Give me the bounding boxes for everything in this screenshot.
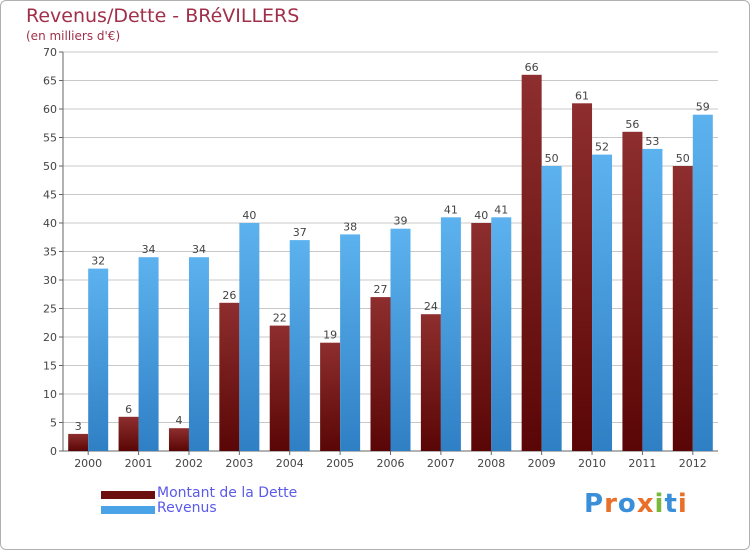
data-label-revenus: 59 [696,101,710,114]
y-tick-label: 40 [43,217,57,230]
x-tick-label: 2011 [628,457,656,470]
bar-revenus [541,166,562,451]
data-label-revenus: 34 [192,243,206,256]
y-tick-label: 5 [50,417,57,430]
data-label-revenus: 41 [444,203,458,216]
data-label-dette: 22 [273,312,287,325]
x-tick-label: 2009 [528,457,556,470]
bar-dette [219,302,240,451]
logo-letter: P [584,489,605,519]
x-tick-label: 2003 [225,457,253,470]
bar-dette [370,297,391,451]
data-label-dette: 4 [175,414,182,427]
bar-dette [420,314,441,451]
y-tick-label: 50 [43,160,57,173]
bar-revenus [491,217,512,451]
data-label-dette: 3 [75,420,82,433]
bar-revenus [340,234,361,451]
legend-label-dette: Montant de la Dette [157,485,298,501]
x-tick-label: 2002 [175,457,203,470]
chart-subtitle: (en milliers d'€) [26,29,121,43]
x-tick-label: 2008 [477,457,505,470]
bar-dette [320,342,341,451]
legend-swatch-dette [101,491,155,499]
logo-letter: i [677,489,688,519]
data-label-revenus: 38 [343,220,357,233]
data-label-dette: 26 [222,289,236,302]
data-label-dette: 61 [575,89,589,102]
bar-revenus [289,240,310,451]
data-label-revenus: 41 [494,203,508,216]
data-label-dette: 6 [125,403,132,416]
chart-title: Revenus/Dette - BRéVILLERS [26,5,300,27]
y-tick-label: 70 [43,46,57,59]
bars [68,74,713,452]
x-tick-label: 2004 [276,457,304,470]
bar-dette [622,131,643,452]
data-label-revenus: 40 [242,209,256,222]
bar-dette [118,416,139,451]
bar-revenus [692,114,713,451]
bar-revenus [390,228,411,451]
y-tick-label: 25 [43,303,57,316]
data-label-dette: 27 [374,283,388,296]
bar-dette [68,433,89,451]
bar-dette [269,325,290,451]
bar-dette [168,428,189,451]
x-tick-label: 2001 [125,457,153,470]
bar-revenus [642,148,663,451]
proxiti-logo: Proxiti [584,489,688,519]
logo-letter: t [664,489,678,519]
y-tick-label: 55 [43,132,57,145]
y-tick-label: 60 [43,103,57,116]
y-tick-label: 0 [50,445,57,458]
bar-dette [521,74,542,452]
bar-dette [672,166,693,451]
bar-revenus [592,154,613,451]
bar-dette [471,223,492,451]
y-tick-label: 10 [43,388,57,401]
data-label-revenus: 37 [293,226,307,239]
bar-dette [572,103,593,452]
data-labels: 3 32 6 34 4 34 26 40 22 37 19 38 27 39 24 41 40 41 66 50 61 5… [75,61,710,433]
axes: 0 5 10 15 20 25 30 35 40 45 50 55 60 65 70 2000 2001 2002… [43,46,718,470]
data-label-revenus: 50 [545,152,559,165]
x-tick-label: 2000 [74,457,102,470]
logo-letter: i [654,489,665,519]
data-label-revenus: 39 [394,215,408,228]
legend-label-revenus: Revenus [157,500,217,516]
x-tick-label: 2005 [326,457,354,470]
x-tick-label: 2012 [679,457,707,470]
data-label-dette: 19 [323,329,337,342]
bar-revenus [188,257,209,451]
y-tick-label: 30 [43,274,57,287]
data-label-dette: 66 [525,61,539,74]
bar-revenus [138,257,159,451]
logo-letter: x [636,489,655,519]
x-tick-label: 2007 [427,457,455,470]
x-tick-label: 2006 [377,457,405,470]
data-label-revenus: 32 [91,255,105,268]
data-label-revenus: 53 [645,135,659,148]
y-tick-label: 45 [43,189,57,202]
data-label-dette: 24 [424,300,438,313]
y-tick-label: 35 [43,246,57,259]
bar-revenus [239,223,260,451]
data-label-revenus: 52 [595,141,609,154]
data-label-dette: 50 [676,152,690,165]
data-label-dette: 56 [625,118,639,131]
bar-revenus [440,217,461,451]
x-tick-label: 2010 [578,457,606,470]
legend-swatch-revenus [101,506,155,514]
y-tick-label: 65 [43,75,57,88]
data-label-dette: 40 [474,209,488,222]
logo-letter: o [617,489,637,519]
logo-letter: r [604,489,618,519]
bar-revenus [88,268,109,451]
y-tick-label: 15 [43,360,57,373]
y-tick-label: 20 [43,331,57,344]
data-label-revenus: 34 [142,243,156,256]
